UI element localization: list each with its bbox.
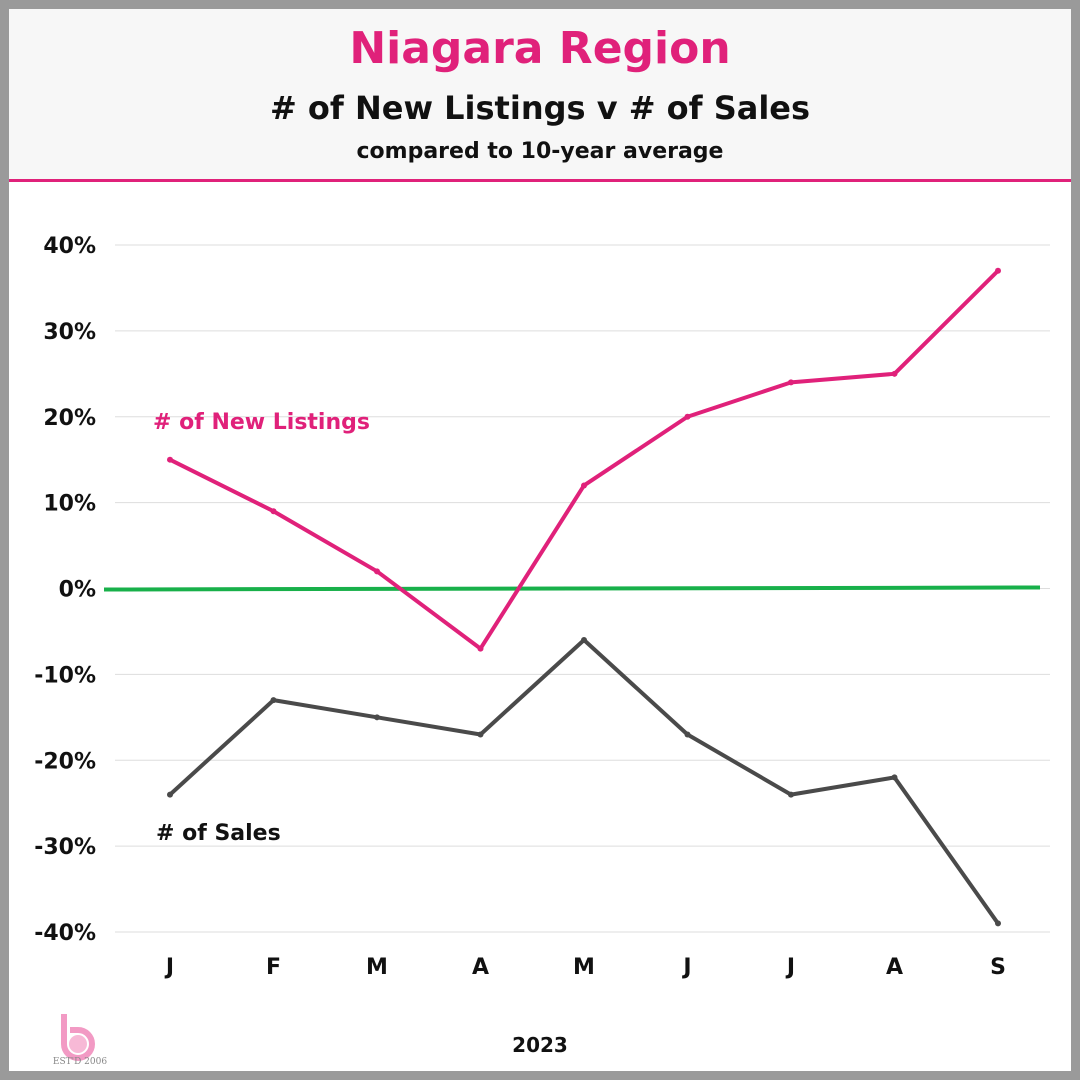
data-point (477, 731, 484, 738)
data-point (891, 370, 898, 377)
chart-subtitle: # of New Listings v # of Sales (269, 89, 811, 127)
y-axis-ticks: 40% 30% 20% 10% 0% -10% -20% -30% -40% (34, 234, 96, 946)
data-point (995, 267, 1001, 274)
data-point (477, 645, 484, 652)
data-point (167, 791, 173, 798)
y-tick-label: -20% (34, 749, 96, 774)
data-point (684, 413, 691, 420)
data-point (581, 637, 587, 644)
chart-frame: Niagara Region # of New Listings v # of … (9, 9, 1071, 1071)
y-tick-label: 10% (43, 492, 96, 517)
x-axis-label: 2023 (512, 1033, 568, 1057)
x-tick-label: S (990, 955, 1006, 980)
data-point (891, 774, 898, 781)
data-point (788, 791, 794, 798)
data-point (374, 714, 380, 721)
x-tick-label: F (266, 955, 281, 980)
data-point (788, 379, 794, 386)
x-tick-label: M (573, 955, 595, 980)
y-tick-label: -10% (34, 663, 96, 688)
series-line-sales (168, 638, 1000, 925)
y-tick-label: 30% (43, 320, 96, 345)
data-point (374, 568, 380, 575)
y-tick-label: 0% (59, 578, 96, 603)
db-logo-icon: EST'D 2006 (53, 1014, 107, 1067)
chart-header: Niagara Region # of New Listings v # of … (9, 9, 1071, 182)
series-line-new-listings (169, 269, 1000, 651)
series-label-new-listings: # of New Listings (153, 410, 370, 435)
logo-text: EST'D 2006 (53, 1057, 107, 1067)
series-lines (167, 267, 1001, 927)
x-tick-label: A (886, 955, 903, 980)
y-tick-label: -40% (34, 921, 96, 946)
x-tick-label: A (472, 955, 489, 980)
zero-baseline (103, 585, 1041, 592)
chart-caption: compared to 10-year average (356, 139, 724, 164)
x-tick-label: J (785, 955, 795, 980)
series-label-sales: # of Sales (156, 821, 281, 846)
data-point (270, 508, 277, 515)
data-point (167, 456, 173, 463)
x-tick-label: J (681, 955, 691, 980)
x-tick-label: M (366, 955, 388, 980)
y-tick-label: -30% (34, 835, 96, 860)
data-point (581, 482, 587, 489)
chart-title: Niagara Region (349, 23, 731, 74)
data-point (684, 731, 691, 738)
y-tick-label: 20% (43, 406, 96, 431)
data-point (270, 697, 277, 704)
data-point (995, 920, 1001, 927)
y-tick-label: 40% (43, 234, 96, 259)
x-tick-label: J (164, 955, 174, 980)
